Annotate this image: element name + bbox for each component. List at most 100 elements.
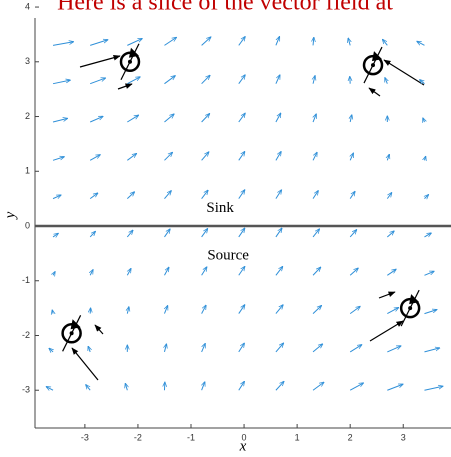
vector-arrow (424, 386, 442, 390)
y-tick-label: 2 (25, 111, 30, 121)
x-tick-label: -1 (187, 432, 195, 442)
vector-arrow (52, 310, 53, 314)
vector-arrow (239, 75, 245, 84)
vector-arrow (350, 153, 353, 160)
vector-arrow (164, 76, 175, 84)
vector-arrow (424, 156, 425, 160)
vector-arrow (350, 115, 352, 122)
vector-arrow (350, 345, 362, 352)
vortex-marker (121, 44, 139, 80)
vector-arrow (276, 228, 282, 237)
vector-arrow (276, 152, 281, 161)
vector-arrow (424, 271, 434, 275)
x-tick-label: 1 (295, 432, 300, 442)
x-tick-label: 3 (401, 432, 406, 442)
vector-arrow (125, 383, 127, 390)
vector-arrow (164, 306, 167, 314)
vector-arrow (86, 385, 90, 391)
x-tick-label: -3 (81, 432, 89, 442)
vector-arrow (313, 382, 324, 390)
vector-arrow (313, 114, 316, 122)
vector-arrow (127, 307, 129, 314)
vector-arrow (202, 75, 210, 83)
x-tick-label: 0 (242, 432, 247, 442)
vector-arrow (164, 344, 166, 352)
flow-arrow (72, 348, 98, 380)
vector-arrow (90, 270, 93, 276)
vector-arrow (127, 192, 134, 199)
vector-arrow (127, 39, 142, 46)
x-tick-label: -2 (134, 432, 142, 442)
vector-arrow (313, 229, 319, 237)
vector-arrow (164, 152, 172, 160)
flow-arrow (118, 84, 132, 89)
vector-arrow (127, 77, 140, 84)
flow-arrow (384, 60, 424, 85)
vector-arrow (424, 195, 428, 199)
vector-arrow (90, 116, 103, 122)
vector-arrow (90, 78, 105, 84)
vector-arrow (202, 382, 205, 390)
vector-arrow (88, 346, 90, 352)
vector-arrow (239, 343, 245, 352)
vector-arrow (202, 37, 211, 45)
vector-arrow (127, 154, 136, 161)
vector-arrow (424, 310, 436, 314)
vector-arrow (387, 154, 389, 160)
flow-arrow (370, 321, 403, 341)
vector-arrow (350, 383, 363, 390)
x-tick-label: 2 (348, 432, 353, 442)
decor-arrows (72, 56, 424, 380)
y-tick-label: -2 (22, 330, 30, 340)
vector-arrow (202, 344, 206, 352)
vector-arrow (90, 155, 100, 161)
vector-arrow (276, 113, 281, 122)
vector-arrow (202, 267, 207, 275)
y-axis-label: y (2, 211, 18, 220)
vector-arrow (239, 113, 245, 122)
y-tick-label: 0 (25, 220, 30, 230)
vector-arrow (350, 268, 358, 275)
vector-arrow (276, 343, 284, 352)
vector-arrow (424, 233, 431, 237)
vector-arrow (276, 266, 283, 275)
vector-arrow (239, 190, 245, 199)
vector-arrow (350, 230, 356, 237)
flow-arrow (80, 56, 120, 67)
vector-arrow (46, 387, 53, 391)
vector-arrow (387, 231, 394, 237)
vector-arrow (313, 306, 321, 314)
vector-arrow (239, 152, 245, 161)
marker-axis (121, 44, 139, 80)
vector-arrow (417, 41, 425, 45)
vector-arrow (387, 384, 403, 390)
vector-arrow (53, 272, 55, 276)
vector-arrow (350, 191, 355, 198)
vector-arrow (387, 193, 391, 199)
vector-arrow (202, 305, 206, 313)
vector-arrow (164, 37, 176, 45)
y-tick-label: 3 (25, 56, 30, 66)
vortex-marker (364, 47, 382, 83)
vector-arrow (53, 42, 73, 46)
vector-arrow (387, 308, 398, 314)
vector-arrow (202, 152, 209, 160)
vector-arrow (49, 348, 53, 352)
flow-arrow (95, 325, 103, 334)
marker-axis (63, 315, 81, 351)
vector-arrow (53, 195, 61, 199)
marker-axis (401, 290, 419, 326)
vector-arrow (239, 266, 245, 275)
annotation: Sink (206, 200, 234, 216)
vector-arrow (164, 267, 168, 275)
vector-arrow (313, 267, 321, 275)
vortex-marker (401, 290, 419, 326)
vector-arrow (164, 229, 170, 237)
vector-arrow (387, 269, 396, 275)
vector-arrow (202, 190, 208, 198)
vector-arrow (276, 305, 283, 314)
vector-arrow (53, 118, 67, 122)
vector-arrow (239, 37, 245, 46)
vector-arrow (423, 118, 425, 122)
y-tick-label: 1 (25, 166, 30, 176)
